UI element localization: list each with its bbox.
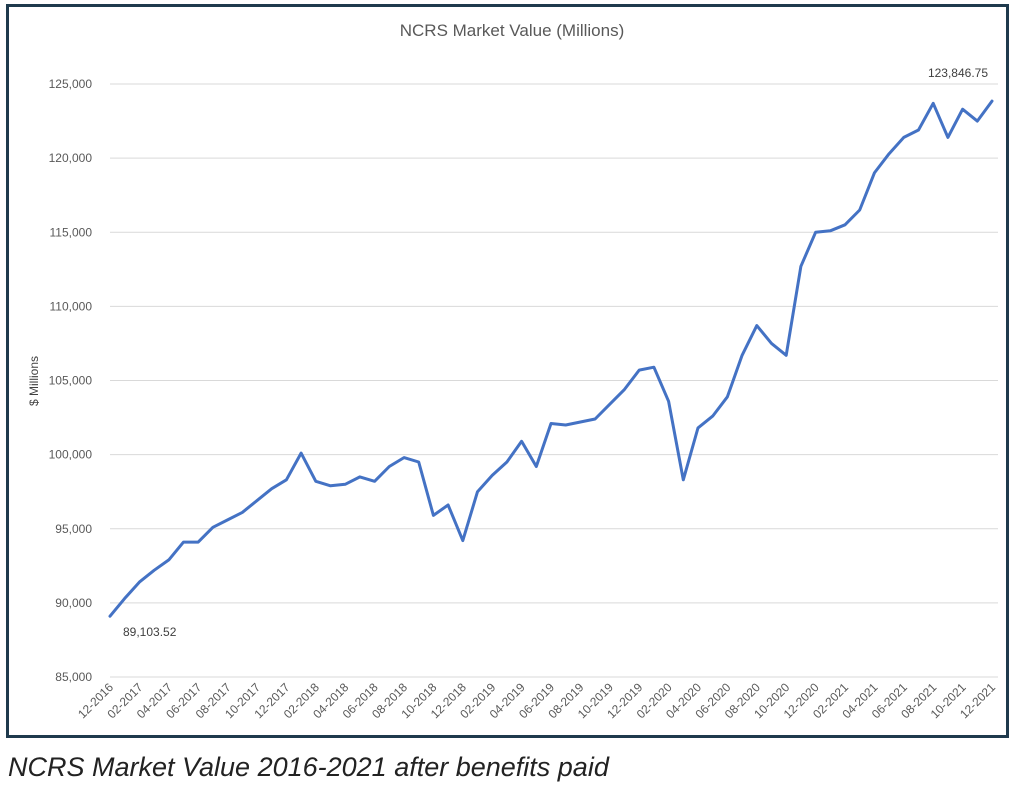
x-axis-ticks: 12-201602-201704-201706-201708-201710-20… bbox=[75, 680, 998, 721]
gridlines bbox=[110, 83, 998, 678]
chart-title: NCRS Market Value (Millions) bbox=[400, 21, 625, 40]
y-tick-label: 110,000 bbox=[50, 299, 93, 313]
y-tick-label: 125,000 bbox=[49, 77, 93, 91]
end-value-label: 123,846.75 bbox=[928, 66, 988, 80]
y-tick-label: 120,000 bbox=[49, 151, 93, 165]
chart-frame bbox=[6, 4, 1009, 738]
figure-caption: NCRS Market Value 2016-2021 after benefi… bbox=[8, 752, 609, 782]
y-tick-label: 115,000 bbox=[50, 225, 93, 239]
line-chart: NCRS Market Value (Millions) 85,000 90,00… bbox=[27, 21, 998, 721]
y-tick-label: 100,000 bbox=[49, 448, 93, 462]
y-tick-label: 105,000 bbox=[49, 374, 93, 388]
y-axis-label: $ Millions bbox=[27, 356, 41, 406]
annotations: 89,103.52 123,846.75 bbox=[123, 66, 988, 639]
series-group bbox=[108, 99, 994, 618]
y-tick-label: 85,000 bbox=[55, 670, 92, 684]
y-tick-label: 95,000 bbox=[55, 522, 92, 536]
series-line bbox=[108, 99, 994, 618]
start-value-label: 89,103.52 bbox=[123, 625, 177, 639]
y-tick-label: 90,000 bbox=[55, 596, 92, 610]
y-axis-ticks: 85,000 90,000 95,000 100,000 105,000 110,000 1… bbox=[49, 77, 93, 684]
